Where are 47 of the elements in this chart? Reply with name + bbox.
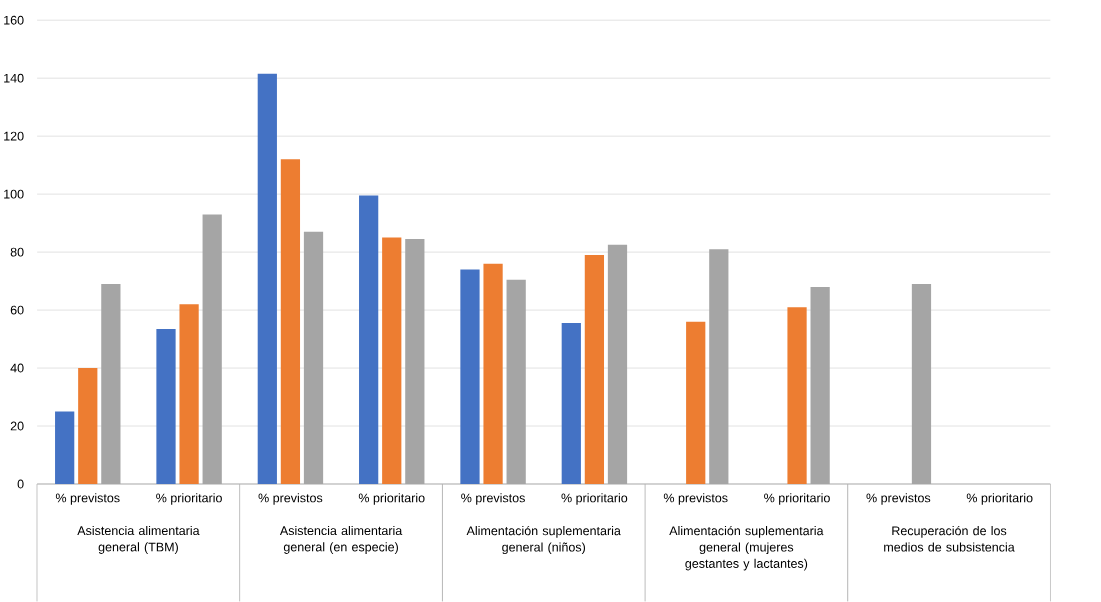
bar (303, 231, 324, 485)
bar (709, 249, 729, 485)
bar (607, 244, 628, 485)
y-tick-label: 100 (4, 189, 24, 199)
text: Asistencia alimentaria general (TBM) (77, 525, 200, 554)
bar (359, 195, 379, 485)
x-tick-label: % previstos (55, 493, 120, 505)
y-tick-label: 80 (10, 247, 24, 257)
y-tick-label: 0 (17, 479, 24, 489)
y-tick-label: 20 (10, 421, 24, 431)
y-tick-label: 140 (4, 73, 24, 83)
bar (561, 323, 581, 485)
bar (686, 321, 706, 485)
x-tick-label: % previstos (866, 493, 931, 505)
x-tick-label: % prioritario (966, 493, 1033, 505)
y-tick-label: 160 (4, 15, 24, 25)
text: Asistencia alimentaria general (en especie) (279, 525, 403, 554)
bar (460, 269, 480, 485)
bar (179, 304, 199, 485)
bar (55, 411, 75, 485)
bar (810, 286, 830, 485)
x-tick-label: % previstos (258, 493, 323, 505)
x-tick-label: % previstos (663, 493, 728, 505)
x-tick-label: % prioritario (561, 493, 628, 505)
bar (202, 214, 222, 485)
x-tick-label: % previstos (461, 493, 525, 505)
x-tick-label: % prioritario (358, 493, 425, 505)
text: Alimentación suplementaria general (mujeres gestantes y lactantes) (669, 525, 824, 571)
bar (156, 328, 176, 485)
y-tick-label: 60 (10, 305, 24, 315)
bar (382, 237, 402, 485)
text: Alimentación suplementaria general (niños) (466, 525, 621, 555)
bar (78, 368, 98, 485)
text: Recuperación de los medios de subsistencia (884, 525, 1015, 552)
bar (280, 159, 301, 485)
bar (101, 284, 121, 485)
y-tick-label: 40 (10, 363, 24, 373)
bar (584, 255, 605, 485)
bar (405, 239, 425, 485)
bar (257, 73, 277, 485)
bar (911, 284, 932, 485)
bar (506, 279, 526, 485)
x-tick-label: % prioritario (156, 493, 222, 505)
y-tick-label: 120 (4, 131, 24, 141)
x-tick-label: % prioritario (764, 493, 830, 505)
bar (787, 307, 807, 485)
bar (483, 263, 503, 485)
